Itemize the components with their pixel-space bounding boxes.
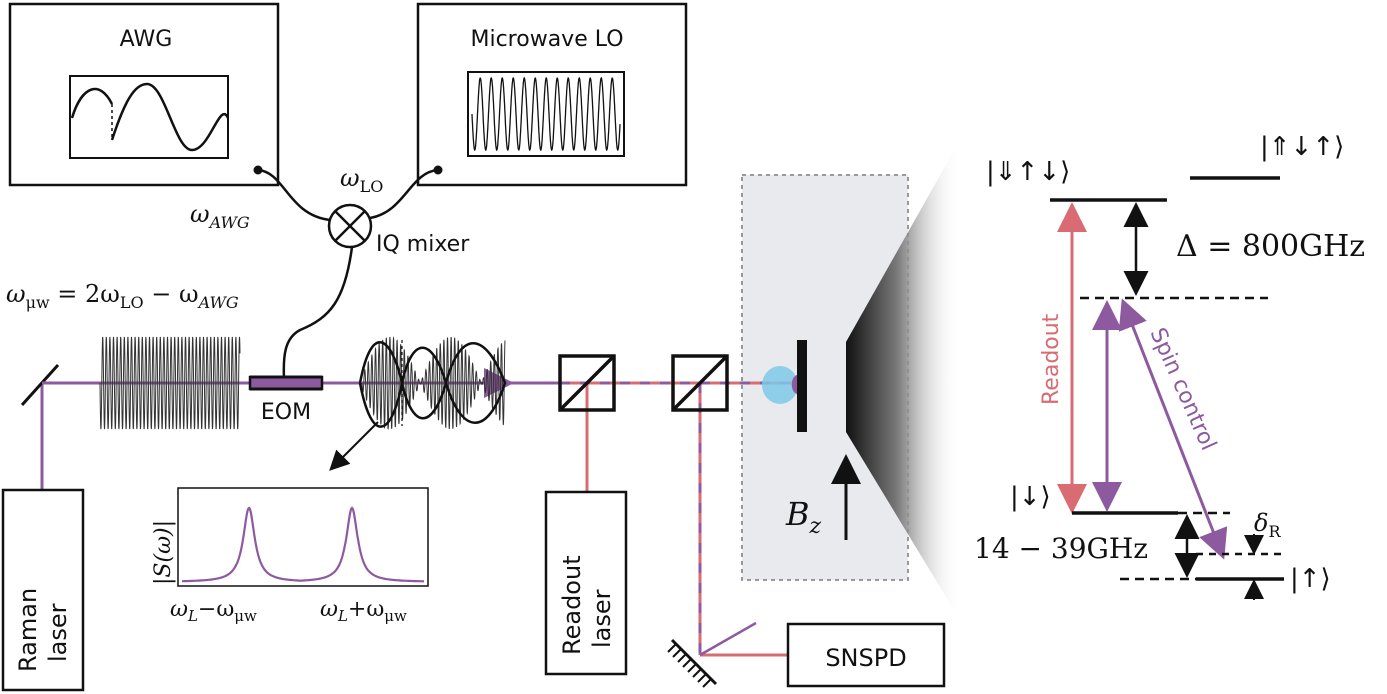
readout-label: Readout — [1039, 313, 1064, 405]
ground-down-label: |↓⟩ — [1010, 482, 1051, 512]
svg-text:Bz: Bz — [785, 495, 822, 539]
eom-label: EOM — [261, 400, 311, 425]
svg-text:Raman: Raman — [14, 588, 42, 672]
w-lo-sub: LO — [360, 177, 384, 196]
spectrum-left-label: ωL−ωμw — [170, 597, 257, 625]
beam-splitter-2 — [671, 354, 729, 412]
w-awg-sub: AWG — [208, 213, 250, 232]
svg-text:Readout: Readout — [558, 555, 586, 655]
laser-spot — [762, 366, 798, 404]
splitting-label: 14 − 39GHz — [974, 532, 1148, 565]
bz-sub: z — [809, 514, 822, 539]
awg-waveform — [70, 87, 114, 119]
spectrum-inset: |S(ω)| ωL−ωμw ωL+ωμw — [151, 487, 429, 625]
readout-laser-line2: laser — [588, 589, 616, 648]
spectrum-curve — [182, 506, 424, 583]
pre-eom-pulse — [99, 336, 241, 430]
raman-laser-line1: Raman — [14, 588, 42, 672]
microwave-equation: ωμw = 2ωLO − ωAWG — [6, 280, 239, 312]
sample — [797, 340, 807, 432]
readout-laser: Readout laser — [544, 490, 628, 676]
spin-control-arrow-diag — [1118, 298, 1228, 560]
beam-splitter-1 — [558, 354, 616, 412]
iq-mixer: IQ mixer — [327, 203, 470, 257]
energy-levels: |⇓↑↓⟩ |⇑↓↑⟩ Δ = 800GHz Readout Spin cont… — [974, 132, 1365, 600]
microwave-lo-instrument: Microwave LO — [416, 2, 688, 187]
stray-beam — [699, 621, 757, 657]
w-awg-label: ω — [190, 200, 210, 228]
snspd: SNSPD — [786, 622, 946, 688]
detuning-label: δ — [1254, 509, 1268, 537]
post-eom-pulse — [361, 336, 506, 430]
mixer-to-eom-cable — [282, 246, 354, 379]
awg-label: AWG — [120, 27, 173, 52]
spectrum-ylabel: |S(ω)| — [151, 520, 176, 585]
lo-label: Microwave LO — [470, 27, 623, 52]
svg-text:ωAWG: ωAWG — [190, 200, 250, 232]
iq-mixer-label: IQ mixer — [376, 232, 470, 257]
lo-cable — [369, 168, 439, 220]
ground-up-label: |↑⟩ — [1290, 564, 1331, 594]
mirror-bottom — [670, 638, 718, 686]
quantum-dot — [791, 375, 797, 394]
spectrum-pointer — [329, 421, 379, 471]
svg-text:laser: laser — [588, 589, 616, 648]
svg-text:δR: δR — [1254, 509, 1281, 541]
raman-laser-line2: laser — [44, 603, 72, 662]
lo-waveform — [471, 76, 621, 152]
readout-laser-line1: Readout — [558, 555, 586, 655]
snspd-label: SNSPD — [825, 644, 906, 672]
raman-mirror — [20, 363, 60, 407]
zoom-cone — [846, 140, 960, 620]
w-lo-label: ω — [340, 164, 360, 192]
awg-instrument: AWG — [8, 2, 280, 187]
eom: EOM — [248, 375, 324, 425]
excited-b-label: |⇑↓↑⟩ — [1260, 132, 1344, 162]
svg-text:laser: laser — [44, 603, 72, 662]
bz-label: B — [785, 495, 810, 533]
svg-text:ωLO: ωLO — [340, 164, 383, 196]
delta-label: Δ = 800GHz — [1176, 229, 1365, 264]
spectrum-right-label: ωL+ωμw — [320, 597, 407, 625]
excited-a-label: |⇓↑↓⟩ — [986, 157, 1070, 187]
awg-cable — [257, 168, 331, 222]
detuning-sub: R — [1268, 522, 1281, 541]
raman-laser: Raman laser — [1, 488, 85, 692]
